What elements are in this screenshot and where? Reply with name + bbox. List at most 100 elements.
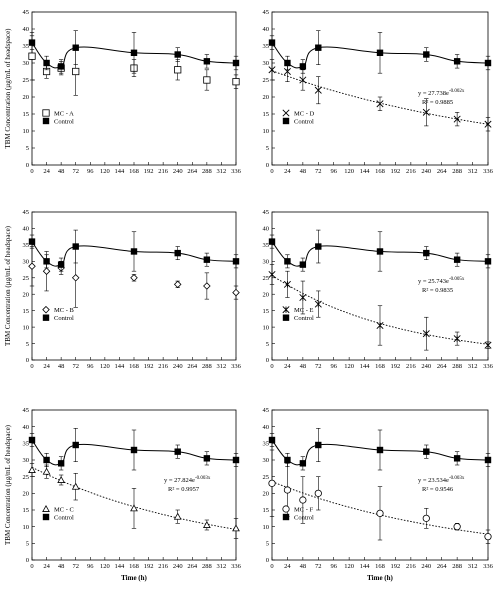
x-tick-label: 264 [187,168,198,175]
data-point [130,488,138,529]
y-tick-label: 10 [263,524,270,531]
x-tick-label: 192 [144,168,154,175]
x-tick-label: 72 [315,363,322,370]
y-tick-label: 35 [23,242,30,249]
x-tick-label: 216 [406,563,417,570]
data-point [42,464,51,479]
marker-star [484,341,492,349]
y-tick-label: 35 [23,43,30,50]
marker-filled-square [28,238,36,245]
x-tick-label: 312 [217,363,227,370]
legend-marker-filled-square [42,314,50,321]
data-point [72,30,79,65]
marker-filled-square [299,460,307,467]
equation-base: y = 27.738e [418,90,449,97]
equation-base: y = 27.824e [164,477,195,484]
data-point [232,453,240,467]
marker-filled-square [28,436,36,444]
marker-filled-square [423,448,430,455]
marker-open-triangle [173,512,182,520]
data-point [71,473,80,501]
data-point [422,316,430,351]
data-point [232,55,240,71]
y-tick-label: 45 [263,9,270,16]
marker-filled-square [453,58,461,65]
x-tick-label: 240 [173,168,183,175]
x-tick-label: 168 [375,563,385,570]
data-point [314,76,322,105]
x-tick-label: 168 [129,563,139,570]
x-axis-title: Time (h) [367,574,393,582]
x-tick-label: 240 [421,363,431,370]
legend-marker-open-triangle [42,504,50,512]
x-tick-label: 96 [87,563,94,570]
y-tick-label: 15 [263,507,270,514]
marker-filled-square [453,256,461,263]
legend-marker-filled-square [282,513,290,521]
x-tick-label: 312 [217,168,227,175]
x-tick-label: 240 [421,168,431,175]
marker-star [314,300,322,308]
marker-filled-square [174,51,181,58]
data-point [43,453,50,467]
marker-open-triangle [57,475,66,483]
x-tick-label: 48 [300,168,307,175]
legend-label: Control [54,315,74,322]
x-tick-label: 96 [87,363,94,370]
y-tick-label: 20 [263,94,270,101]
x-tick-label: 24 [43,168,50,175]
y-tick-label: 20 [263,291,270,298]
series-mc-e [268,264,492,351]
marker-filled-square [72,44,79,51]
marker-filled-square [130,446,138,454]
x-tick-label: 192 [391,168,401,175]
fit-equation: y = 25.743e-0.005x R² = 0.9835 [418,277,465,294]
y-axis-title: TBM Concentration (µg/mL of headspace) [4,424,12,545]
data-point [232,254,240,269]
series-control [268,428,492,471]
marker-open-square [203,76,211,84]
x-tick-label: 48 [58,168,65,175]
x-tick-label: 336 [231,563,242,570]
x-tick-label: 336 [483,363,494,370]
data-point [284,254,291,269]
y-tick-label: 20 [23,491,30,498]
marker-open-triangle [71,482,80,490]
data-point [268,59,276,81]
y-tick-label: 40 [23,226,30,233]
data-point [173,280,182,289]
x-tick-label: 288 [202,363,212,370]
x-tick-label: 96 [330,563,337,570]
x-tick-label: 96 [330,168,337,175]
series-control [28,428,240,471]
data-point [72,428,79,462]
chart-panel-b: 0 5 10 15 20 25 30 35 40 45 0 24 48 72 96 120 144 168 192 2… [4,209,242,370]
legend-label: MC - C [54,506,74,513]
x-tick-label: 216 [406,363,417,370]
marker-filled-square [268,436,276,444]
y-tick-label: 15 [23,111,30,118]
y-tick-label: 20 [23,291,30,298]
y-tick-label: 0 [266,357,269,364]
y-tick-label: 40 [23,424,30,431]
marker-open-circle [299,496,307,504]
marker-x [422,108,430,116]
marker-filled-square [57,460,65,467]
y-tick-label: 0 [26,557,29,564]
equation-exponent: -0.003x [449,476,465,481]
x-tick-label: 0 [270,168,273,175]
marker-open-circle [268,479,276,487]
legend-label: Control [294,514,314,521]
x-tick-label: 48 [300,563,307,570]
marker-filled-square [174,448,181,455]
x-tick-label: 0 [270,363,273,370]
equation-exponent: -0.002x [449,89,465,94]
x-tick-label: 0 [30,363,33,370]
data-point [484,55,492,71]
x-tick-label: 72 [315,168,322,175]
data-point [484,341,492,349]
y-tick-label: 45 [263,209,270,216]
legend-label: MC - D [294,110,315,117]
marker-x [268,66,276,74]
